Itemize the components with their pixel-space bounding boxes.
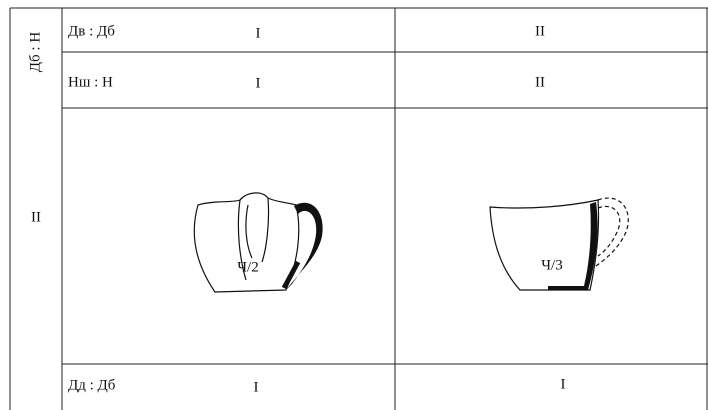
cell: I bbox=[561, 376, 566, 392]
vessel-label: Ч/3 bbox=[541, 257, 562, 273]
row-label: Дв : Дб bbox=[68, 23, 115, 39]
vessel-drawing: Ч/3 bbox=[489, 197, 629, 291]
vessel-label: Ч/2 bbox=[237, 259, 258, 275]
cell: II bbox=[535, 23, 545, 39]
table-grid bbox=[9, 7, 708, 410]
row-group: II bbox=[31, 209, 41, 225]
row-label: Нш : Н bbox=[68, 74, 113, 90]
vessel-drawing: Ч/2 bbox=[193, 192, 323, 293]
cell: I bbox=[254, 379, 259, 395]
cell: I bbox=[256, 25, 261, 41]
cell: I bbox=[256, 75, 261, 91]
axis-label: Дб : Н bbox=[27, 32, 43, 73]
row-label: Дд : Дб bbox=[68, 377, 116, 393]
cell: II bbox=[535, 74, 545, 90]
